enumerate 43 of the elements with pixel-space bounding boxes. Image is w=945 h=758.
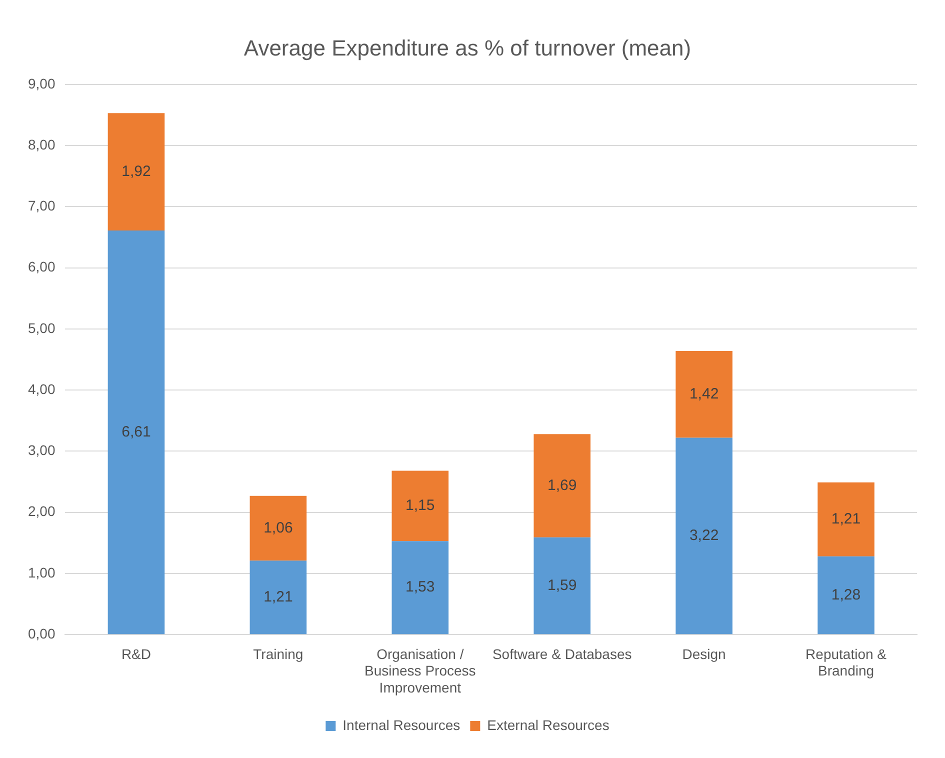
- data-label: 3,22: [689, 527, 719, 544]
- y-tick-label: 1,00: [28, 564, 56, 580]
- y-tick-label: 0,00: [28, 625, 56, 642]
- x-tick-label: Software & Databases: [492, 646, 632, 662]
- data-label: 1,28: [831, 586, 861, 604]
- bar: [676, 438, 732, 634]
- data-label: 1,06: [264, 519, 293, 536]
- y-tick-label: 8,00: [28, 136, 56, 152]
- bar: [108, 113, 165, 231]
- x-tick-label: Training: [253, 646, 304, 662]
- y-tick-label: 7,00: [28, 198, 56, 214]
- bar: [534, 537, 590, 634]
- data-label: 1,59: [548, 576, 577, 594]
- x-tick-label: R&D: [121, 646, 152, 662]
- bar: [818, 482, 874, 556]
- y-tick-label: 6,00: [28, 258, 56, 275]
- y-tick-label: 5,00: [28, 320, 56, 336]
- data-label: 1,69: [548, 476, 577, 494]
- bar: [676, 350, 732, 438]
- y-tick-label: 4,00: [28, 380, 56, 397]
- data-label: 1,42: [689, 385, 719, 402]
- legend-label: Internal Resources: [342, 716, 460, 733]
- bar: [108, 230, 165, 634]
- y-tick-label: 3,00: [28, 442, 56, 458]
- data-label: 1,92: [122, 162, 151, 180]
- bar: [534, 434, 590, 538]
- data-label: 1,15: [406, 497, 435, 514]
- bar: [818, 556, 874, 634]
- bar: [250, 496, 307, 561]
- data-label: 1,21: [264, 588, 293, 606]
- data-label: 6,61: [122, 423, 151, 440]
- bar: [392, 470, 449, 542]
- chart-title: Average Expenditure as % of turnover (mean): [244, 35, 692, 60]
- bar: [392, 541, 449, 634]
- data-label: 1,21: [831, 510, 861, 528]
- x-tick-label: Design: [682, 646, 726, 662]
- y-tick-label: 2,00: [28, 503, 56, 520]
- y-tick-label: 9,00: [28, 75, 56, 92]
- bar: [250, 560, 307, 634]
- legend-label: External Resources: [487, 716, 610, 733]
- data-label: 1,53: [406, 578, 435, 596]
- x-tick-label: Reputation & Branding: [806, 646, 888, 679]
- x-tick-label: Organisation / Business Process Improvement: [364, 646, 476, 696]
